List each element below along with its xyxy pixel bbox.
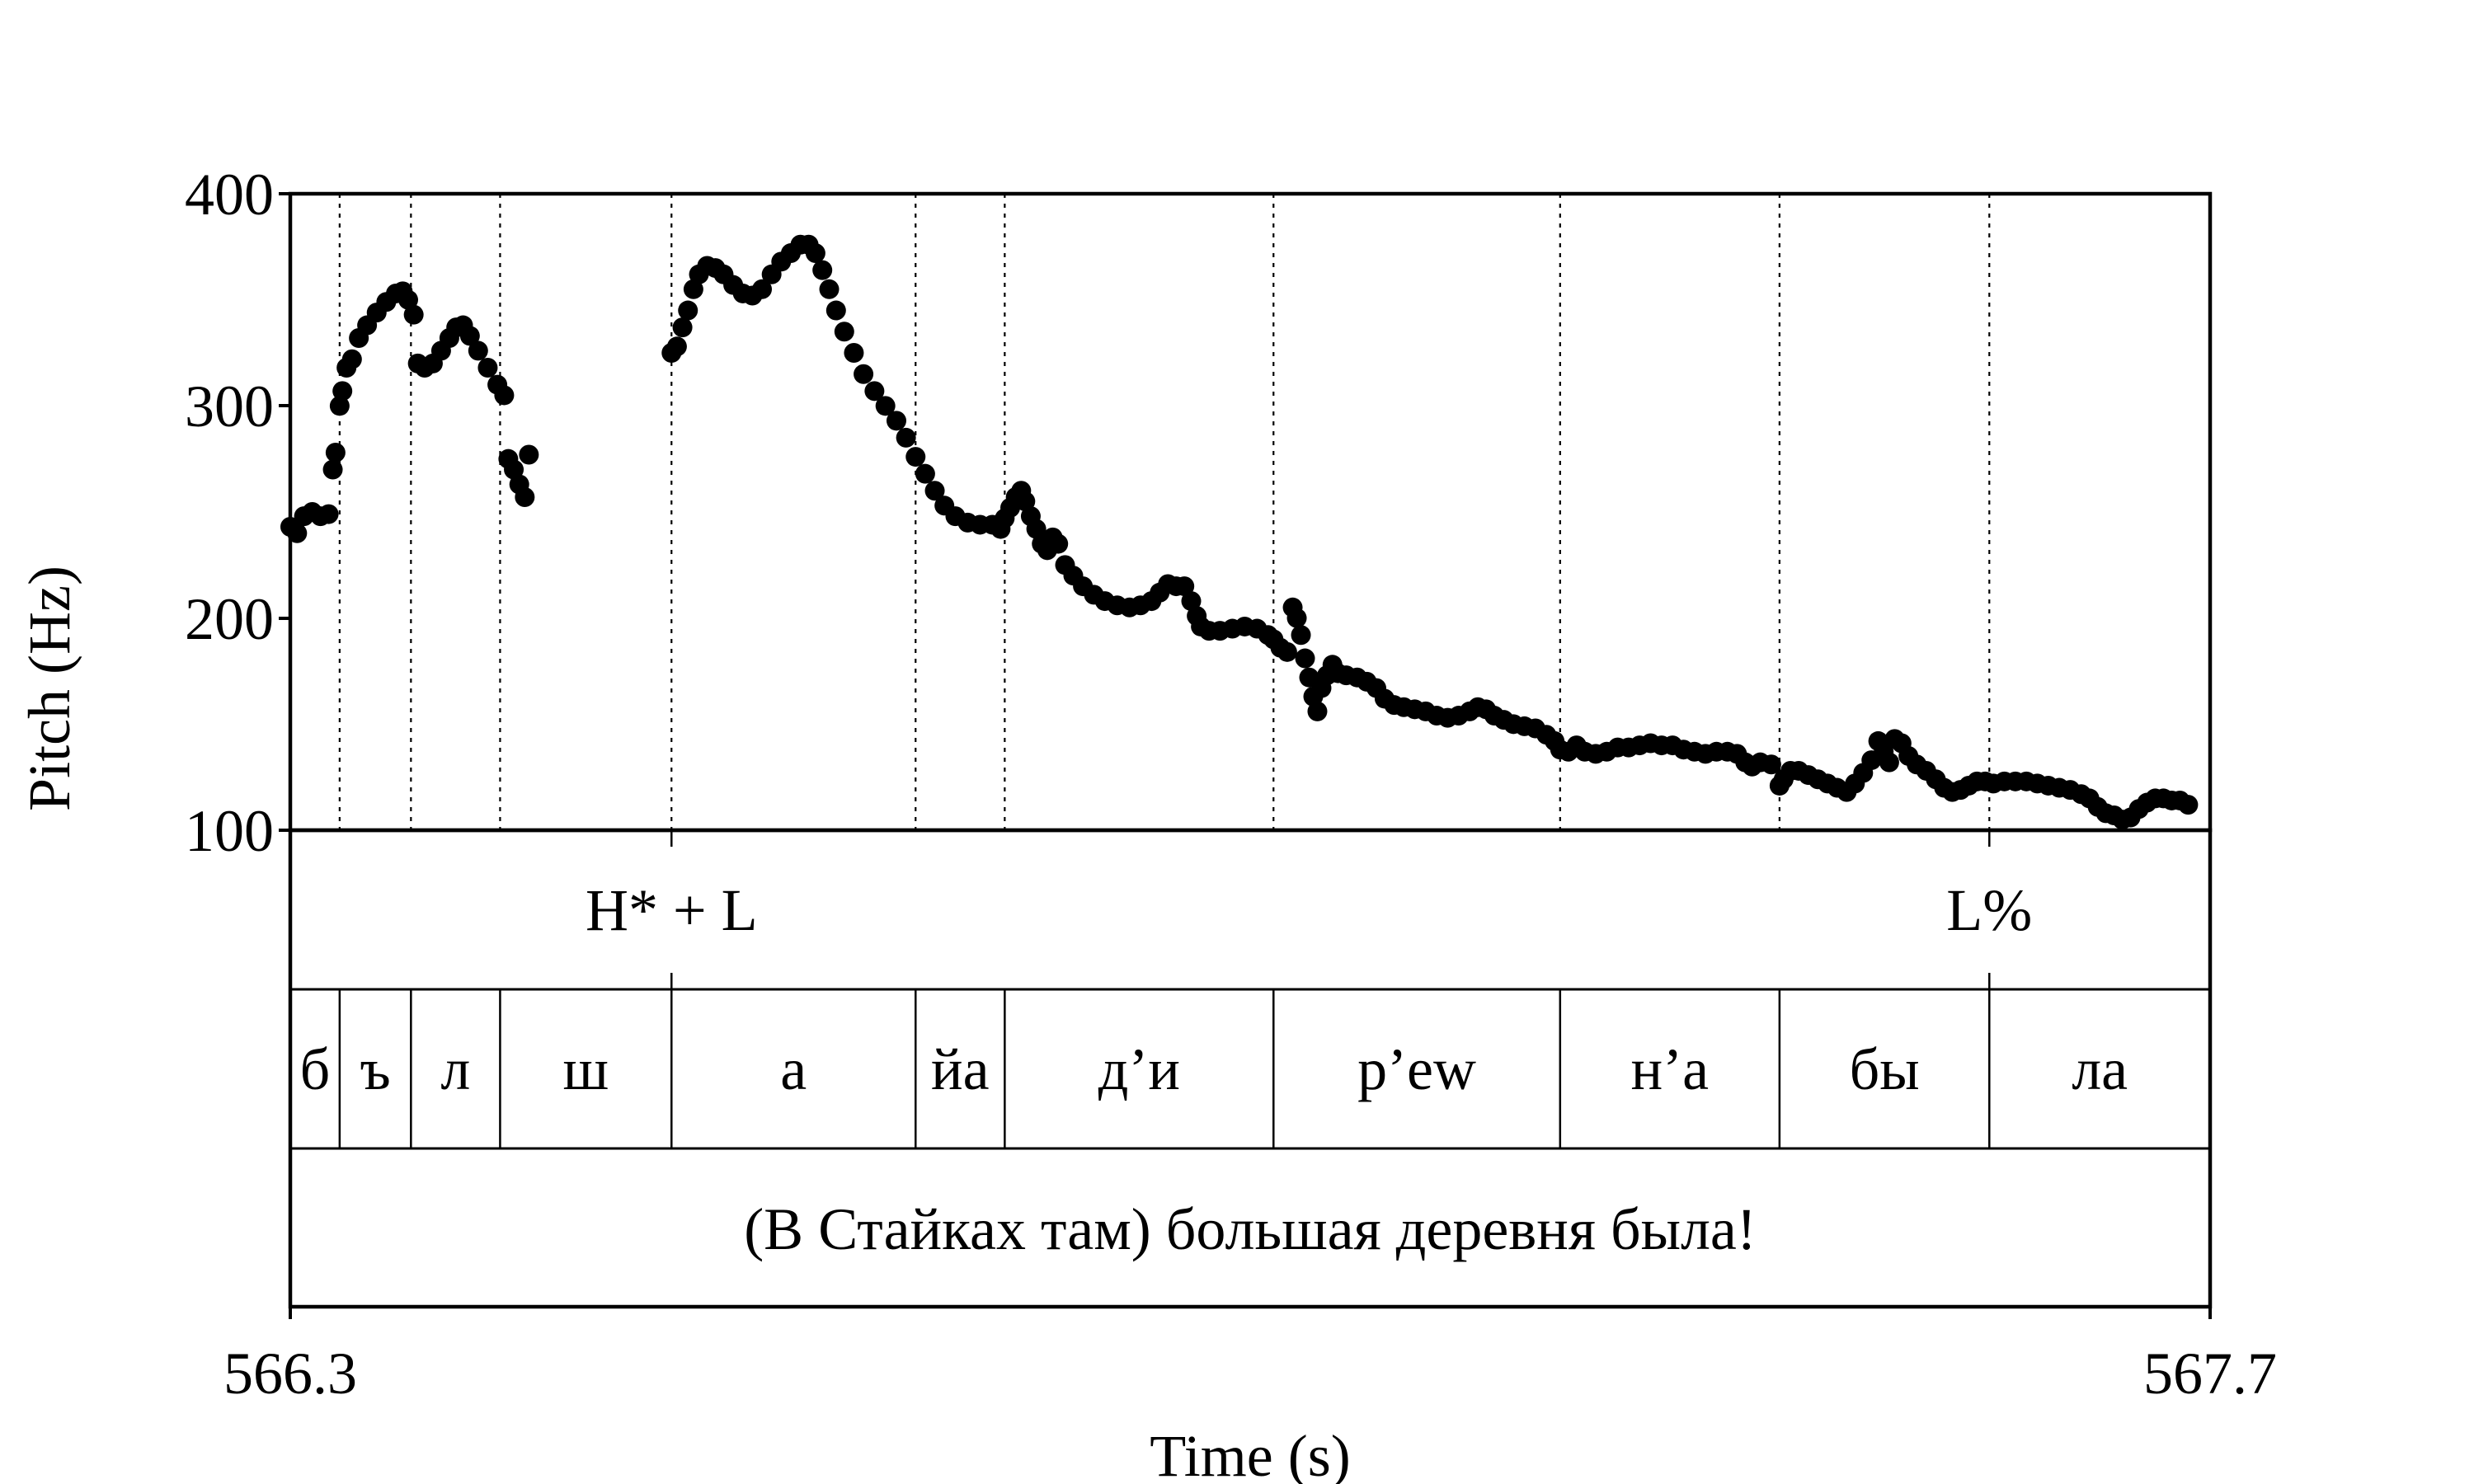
pitch-point: [494, 385, 515, 406]
pitch-point: [1295, 648, 1315, 669]
segment-label: л: [440, 1036, 470, 1102]
pitch-point: [325, 442, 346, 463]
x-axis: 566.3 567.7 Time (s): [223, 1307, 2277, 1484]
pitch-point: [287, 523, 308, 543]
segment-label: н’а: [1631, 1036, 1709, 1102]
pitch-point: [1015, 491, 1036, 512]
pitch-point: [812, 260, 833, 280]
pitch-point: [1277, 641, 1297, 662]
pitch-point: [672, 317, 693, 338]
pitch-point: [886, 411, 906, 431]
pitch-point: [896, 427, 916, 448]
pitch-point: [875, 396, 896, 416]
pitch-point: [468, 340, 488, 361]
pitch-point: [477, 358, 498, 378]
pitch-point: [519, 444, 539, 465]
pitch-point: [403, 304, 424, 325]
pitch-point: [1048, 533, 1069, 554]
pitch-point: [678, 300, 698, 321]
pitch-point: [504, 459, 524, 480]
pitch-point: [318, 504, 339, 524]
pitch-point: [1291, 625, 1311, 646]
segment-label: а: [780, 1036, 807, 1102]
tone-label: L%: [1946, 877, 2032, 943]
pitch-point: [752, 279, 773, 299]
frame: [288, 191, 2213, 1309]
y-tick-label: 300: [185, 373, 274, 439]
y-tick-label: 100: [185, 798, 274, 864]
pitch-point: [332, 381, 353, 402]
tone-tier: H* + L L%: [586, 830, 2032, 989]
pitch-point: [1307, 701, 1328, 721]
pitch-points: [280, 234, 2199, 830]
segment-label: йа: [931, 1036, 990, 1102]
x-axis-title: Time (s): [1150, 1423, 1350, 1484]
segment-label: д’и: [1098, 1036, 1180, 1102]
pitch-point: [825, 300, 846, 321]
pitch-point: [683, 279, 703, 299]
segment-label: ла: [2072, 1036, 2128, 1102]
pitch-point: [1174, 576, 1195, 597]
x-tick-label: 567.7: [2143, 1341, 2277, 1407]
pitch-point: [854, 364, 874, 384]
y-axis: 400 300 200 100 Pitch (Hz): [16, 162, 290, 864]
x-tick-label: 566.3: [223, 1341, 357, 1407]
pitch-point: [2178, 795, 2199, 815]
pitch-point: [864, 381, 885, 402]
segment-label: бы: [1850, 1036, 1920, 1102]
tone-label: H* + L: [586, 877, 758, 943]
pitch-point: [398, 289, 419, 310]
pitch-point: [515, 486, 535, 507]
pitch-point: [924, 481, 945, 501]
pitch-point: [1181, 591, 1202, 612]
pitch-point: [819, 279, 840, 299]
pitch-point: [915, 463, 935, 484]
segment-label: б: [300, 1036, 331, 1102]
pitch-point: [905, 447, 926, 467]
y-axis-title: Pitch (Hz): [16, 566, 82, 811]
pitch-point: [805, 243, 825, 264]
pitch-point: [459, 326, 480, 346]
sentence-text: (В Стайках там) большая деревня была!: [744, 1196, 1757, 1262]
pitch-point: [329, 396, 350, 416]
pitch-point: [666, 336, 687, 357]
pitch-point: [322, 459, 343, 480]
pitch-point: [1026, 519, 1047, 539]
segment-tier: б ъ л ш а йа д’и р’ew н’а бы ла: [300, 1036, 2128, 1102]
pitch-point: [844, 343, 864, 363]
pitch-point: [1879, 752, 1899, 773]
pitch-point: [341, 349, 362, 369]
pitch-point: [1761, 754, 1781, 775]
segment-boundary-tier-lines: [338, 989, 1991, 1148]
pitch-point: [834, 322, 854, 342]
pitch-plot-area: [288, 191, 2213, 833]
segment-label: ъ: [360, 1036, 390, 1102]
segment-label: ш: [563, 1036, 609, 1102]
y-tick-label: 200: [185, 586, 274, 652]
y-tick-label: 400: [185, 162, 274, 228]
pitch-point: [1286, 608, 1307, 628]
tier-area: [288, 828, 2213, 1309]
segment-boundary-dotted-lines: [338, 194, 1991, 830]
segment-label: р’ew: [1357, 1036, 1476, 1102]
